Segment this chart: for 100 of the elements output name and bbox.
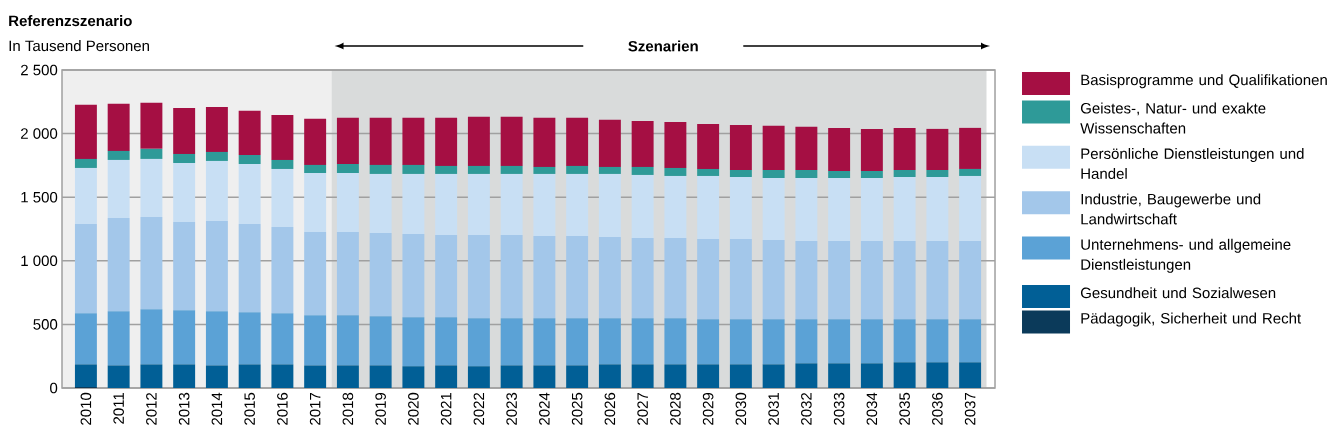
x-tick-label: 2011: [113, 392, 124, 424]
bar: [828, 171, 851, 178]
bar: [795, 177, 818, 242]
bar: [697, 123, 720, 169]
bar: [304, 164, 327, 174]
bar: [566, 318, 589, 366]
y-tick-label: 1 500: [21, 191, 58, 203]
bar: [795, 241, 818, 320]
bar: [959, 241, 982, 320]
bar: [369, 117, 392, 165]
bar: [205, 365, 228, 388]
bar: [435, 117, 458, 166]
text: Szenarien: [628, 40, 698, 52]
legend-label: Pädagogik, Sicherheit und Recht: [1081, 312, 1302, 327]
bar: [533, 117, 556, 167]
legend-label: Gesundheit und Sozialwesen: [1080, 287, 1276, 299]
bar: [598, 166, 621, 174]
bar: [828, 363, 851, 388]
bar: [893, 176, 916, 242]
bar: [369, 173, 392, 234]
x-tick-label: 2026: [604, 392, 616, 425]
x-tick-label: 2015: [244, 392, 255, 425]
bar: [631, 166, 654, 175]
bar: [762, 240, 785, 320]
bar: [828, 319, 851, 364]
x-tick-label: 2031: [768, 392, 779, 425]
bar: [304, 315, 327, 366]
bar: [500, 318, 523, 366]
bar: [860, 171, 883, 178]
bar: [402, 117, 425, 165]
x-tick-label: 2016: [277, 392, 288, 425]
bar: [729, 239, 752, 320]
bar: [304, 118, 327, 165]
bar: [467, 116, 490, 166]
bar: [435, 365, 458, 388]
bar: [74, 104, 97, 159]
bar: [959, 319, 982, 363]
bar: [795, 169, 818, 178]
bar: [500, 165, 523, 174]
bar: [402, 164, 425, 174]
bar: [467, 318, 490, 367]
bar: [795, 363, 818, 388]
bar: [762, 177, 785, 241]
bar: [336, 232, 359, 316]
bar: [664, 318, 687, 365]
bar: [238, 110, 261, 155]
x-tick-label: 2030: [735, 392, 747, 425]
bar: [435, 173, 458, 236]
bar: [566, 173, 589, 237]
x-tick-label: 2013: [178, 392, 190, 425]
bar: [598, 318, 621, 365]
bar: [140, 148, 163, 159]
bar: [173, 310, 196, 365]
x-tick-label: 2023: [506, 392, 517, 425]
x-tick-label: 2017: [309, 392, 321, 425]
bar: [467, 235, 490, 319]
x-tick-label: 2024: [539, 392, 550, 425]
bar: [140, 102, 163, 149]
bar: [697, 168, 720, 176]
bar: [893, 169, 916, 177]
bar: [729, 124, 752, 170]
bar: [402, 317, 425, 367]
bar: [304, 232, 327, 316]
bar: [828, 127, 851, 171]
bar: [205, 220, 228, 312]
bar: [697, 175, 720, 240]
bar: [631, 318, 654, 365]
bar: [140, 309, 163, 365]
bar: [697, 364, 720, 388]
x-tick-label: 2010: [80, 392, 92, 425]
bar: [860, 128, 883, 171]
bar: [140, 364, 163, 388]
bar: [828, 177, 851, 242]
bar: [959, 362, 982, 388]
bar: [860, 241, 883, 320]
bar: [369, 164, 392, 174]
bar: [533, 236, 556, 319]
bar: [729, 169, 752, 177]
bar: [435, 235, 458, 318]
bar: [926, 128, 949, 170]
bar: [402, 366, 425, 388]
bar: [173, 364, 196, 388]
bar: [74, 364, 97, 387]
bar: [795, 126, 818, 170]
bar: [959, 127, 982, 169]
bar: [762, 169, 785, 178]
bar: [697, 319, 720, 365]
x-tick-label: 2032: [801, 392, 812, 425]
bar: [238, 164, 261, 225]
x-tick-label: 2018: [342, 392, 354, 425]
bar: [336, 315, 359, 366]
bar: [140, 158, 163, 218]
bar: [729, 364, 752, 388]
legend-label: Unternehmens- und allgemeine Dienstleistungen: [1081, 238, 1291, 273]
bar: [893, 241, 916, 320]
bar: [566, 236, 589, 319]
bar: [893, 319, 916, 363]
bar: [762, 125, 785, 170]
bar: [598, 237, 621, 319]
bar: [729, 319, 752, 365]
